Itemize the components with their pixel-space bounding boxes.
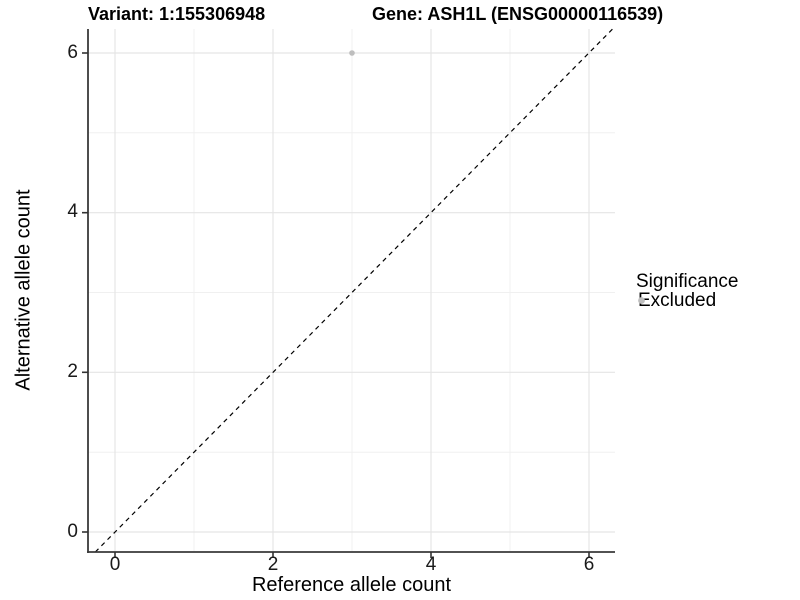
y-tick-label-4: 4 bbox=[67, 201, 78, 222]
legend-item-label: Excluded bbox=[638, 290, 717, 311]
y-axis-title: Alternative allele count bbox=[12, 189, 35, 391]
x-tick-label-4: 4 bbox=[425, 554, 437, 575]
x-tick-label-2: 2 bbox=[267, 554, 279, 575]
y-tick-label-6: 6 bbox=[67, 42, 78, 63]
x-tick-label-0: 0 bbox=[109, 554, 121, 575]
variant-title: Variant: 1:155306948 bbox=[88, 4, 266, 24]
legend-item-excluded: Excluded bbox=[636, 290, 716, 312]
data-point-excluded bbox=[349, 50, 355, 56]
x-tick-label-6: 6 bbox=[583, 554, 595, 575]
y-axis-ticks bbox=[82, 52, 88, 533]
y-tick-label-2: 2 bbox=[67, 361, 78, 382]
legend-title: Significance bbox=[636, 271, 739, 292]
x-axis-ticks bbox=[114, 552, 590, 558]
y-tick-label-0: 0 bbox=[67, 521, 78, 542]
x-axis-title: Reference allele count bbox=[251, 574, 451, 596]
identity-line bbox=[94, 28, 614, 553]
legend-dot-icon bbox=[638, 297, 645, 304]
gene-title: Gene: ASH1L (ENSG00000116539) bbox=[372, 4, 664, 24]
minor-gridlines bbox=[88, 29, 615, 552]
